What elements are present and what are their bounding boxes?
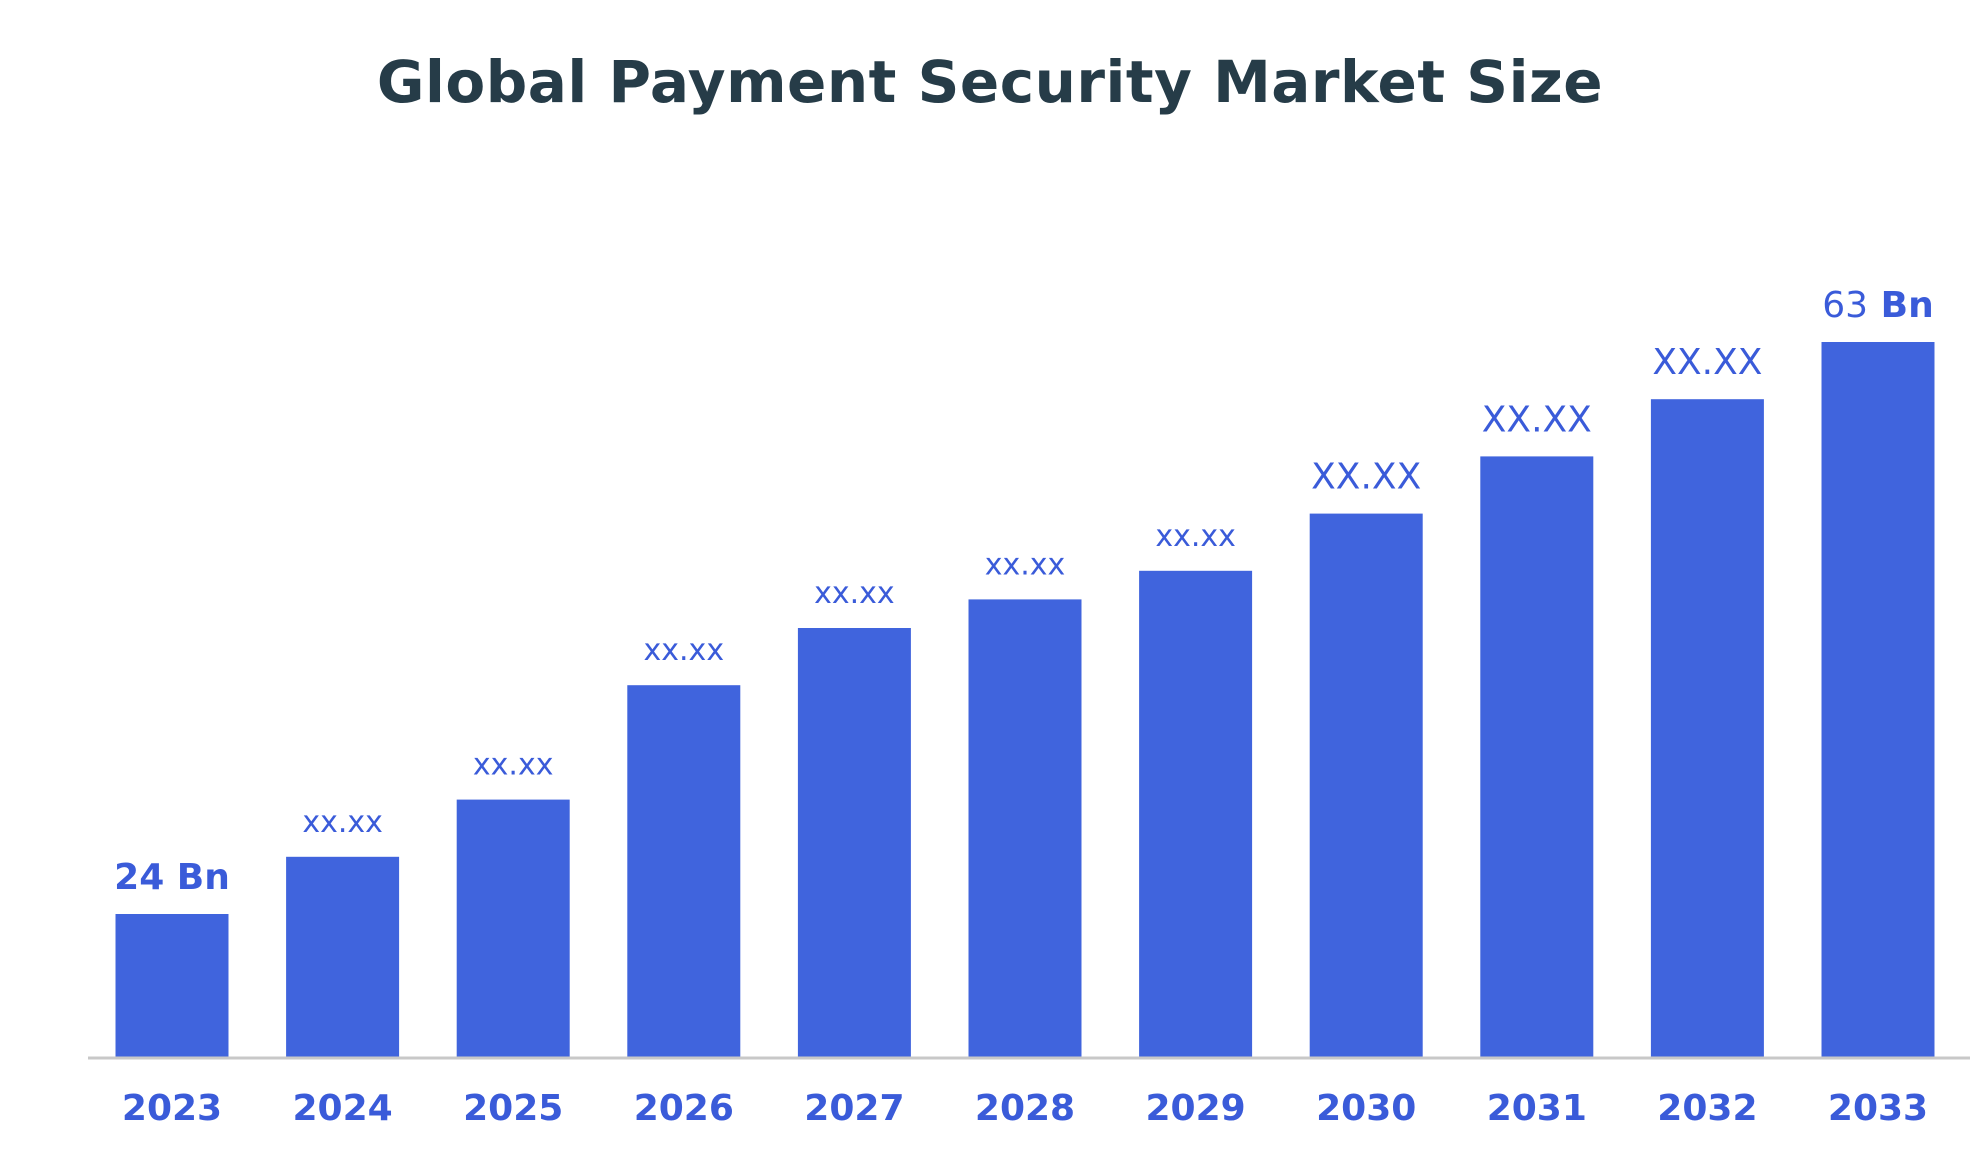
data-label-2030: XX.XX: [1311, 457, 1421, 498]
data-label-unit: Bn: [1868, 285, 1934, 326]
bar-2031: [1480, 456, 1594, 1057]
bar-2028: [968, 599, 1082, 1057]
bar-2024: [286, 856, 400, 1057]
x-tick-label-2030: 2030: [1316, 1088, 1416, 1129]
data-label-2026: xx.xx: [644, 633, 725, 668]
bar-2030: [1309, 513, 1423, 1057]
x-tick-label-2024: 2024: [292, 1088, 392, 1129]
data-label-value: xx.xx: [302, 805, 383, 840]
data-labels-layer: 24 Bn xx.xx xx.xx xx.xx xx.xx xx.xx xx.xx XX.XX…: [114, 285, 1934, 898]
x-tick-labels-layer: 2023 2024 2025 2026 2027 2028 2029 2030 2031 2032…: [122, 1088, 1928, 1129]
data-label-value: XX.XX: [1652, 342, 1762, 383]
x-tick-label-2033: 2033: [1828, 1088, 1928, 1129]
x-tick-label-2025: 2025: [463, 1088, 563, 1129]
bar-2025: [456, 799, 570, 1057]
x-tick-label-2029: 2029: [1145, 1088, 1245, 1129]
data-label-2023: 24 Bn: [114, 857, 230, 898]
data-label-2028: xx.xx: [985, 547, 1066, 582]
x-tick-label-2023: 2023: [122, 1088, 222, 1129]
bar-2032: [1650, 399, 1764, 1057]
data-label-value: XX.XX: [1311, 457, 1421, 498]
data-label-value: xx.xx: [473, 748, 554, 783]
x-tick-label-2032: 2032: [1657, 1088, 1757, 1129]
x-tick-label-2026: 2026: [634, 1088, 734, 1129]
data-label-2025: xx.xx: [473, 748, 554, 783]
bar-2026: [627, 685, 741, 1057]
data-label-2033: 63 Bn: [1822, 285, 1933, 326]
data-label-2032: XX.XX: [1652, 342, 1762, 383]
data-label-value: xx.xx: [814, 576, 895, 611]
data-label-value: xx.xx: [1155, 519, 1236, 554]
data-label-2024: xx.xx: [302, 805, 383, 840]
bar-2033: [1821, 342, 1935, 1057]
data-label-2029: xx.xx: [1155, 519, 1236, 554]
data-label-value: 63: [1822, 285, 1868, 326]
data-label-2031: XX.XX: [1482, 399, 1592, 440]
bar-2027: [797, 628, 911, 1057]
bars-layer: [115, 342, 1935, 1057]
data-label-value: 24: [114, 857, 164, 898]
chart-title: Global Payment Security Market Size: [376, 48, 1604, 116]
bar-2029: [1139, 570, 1253, 1057]
data-label-value: XX.XX: [1482, 399, 1592, 440]
x-tick-label-2028: 2028: [975, 1088, 1075, 1129]
bar-2023: [115, 914, 229, 1057]
x-tick-label-2031: 2031: [1487, 1088, 1587, 1129]
x-tick-label-2027: 2027: [804, 1088, 904, 1129]
data-label-value: xx.xx: [985, 547, 1066, 582]
data-label-2027: xx.xx: [814, 576, 895, 611]
data-label-value: xx.xx: [644, 633, 725, 668]
data-label-unit: Bn: [164, 857, 230, 898]
